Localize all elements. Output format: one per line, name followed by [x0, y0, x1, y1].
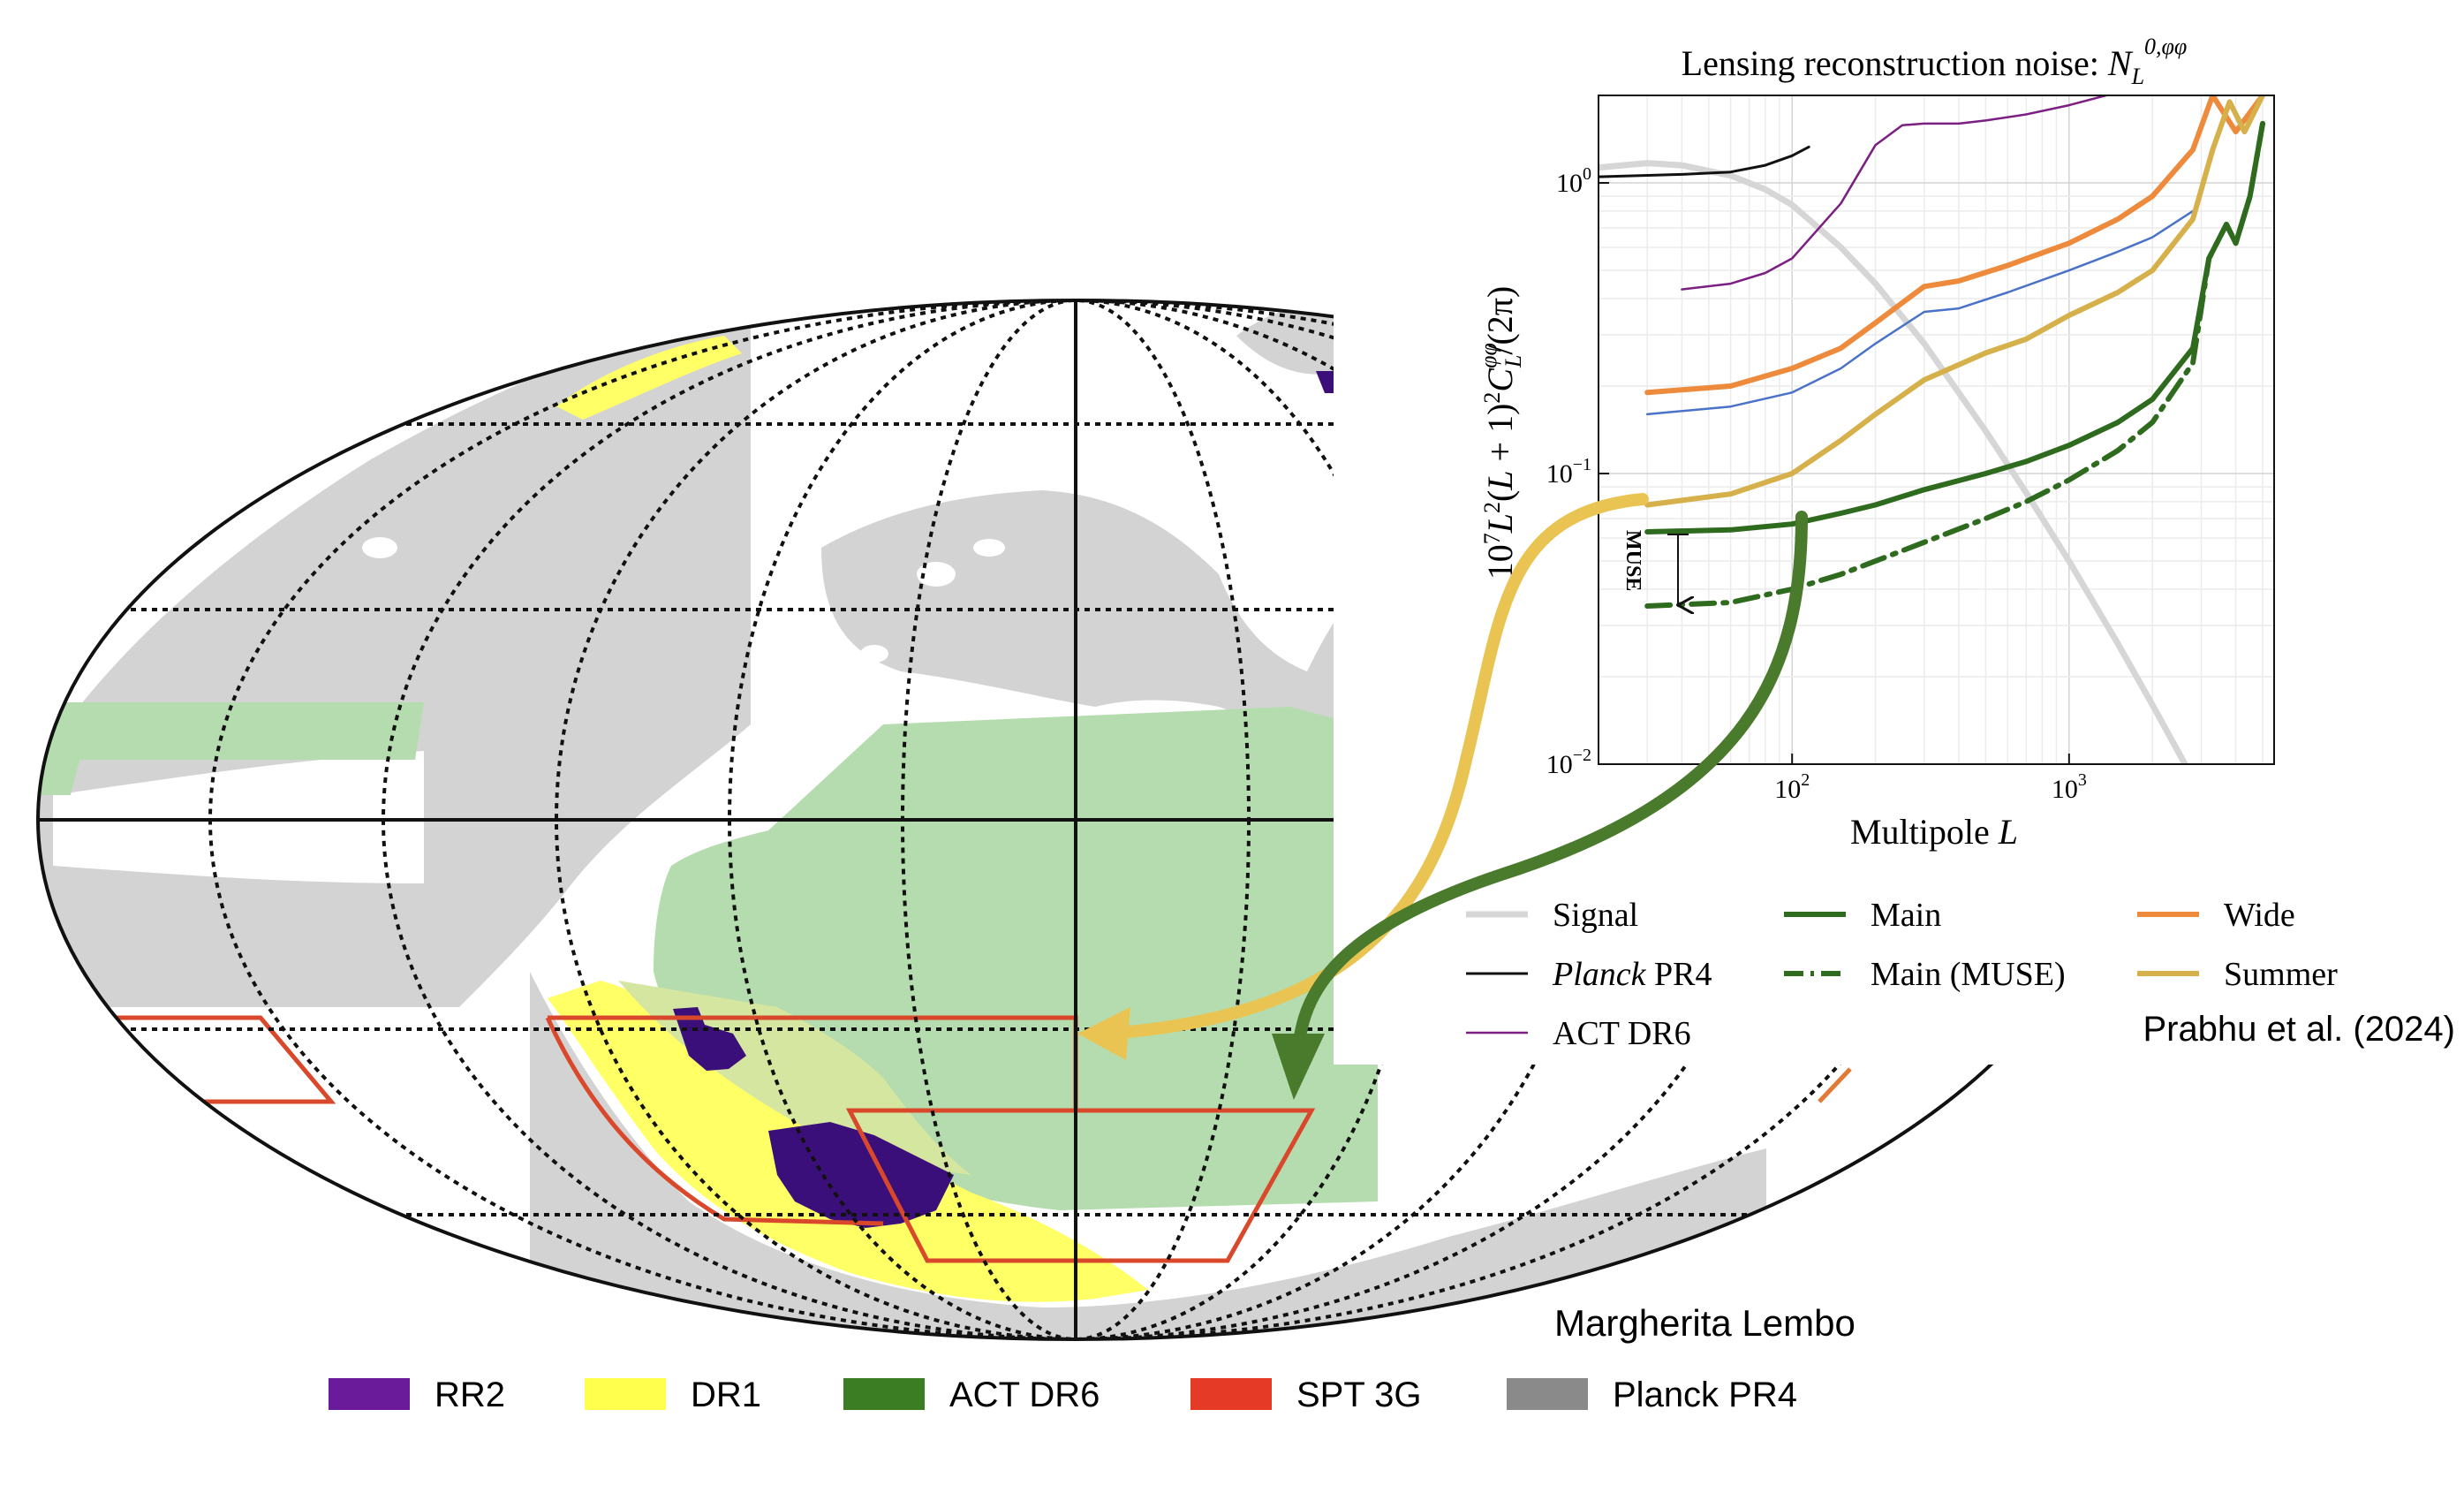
- main-connector-arrow: [1292, 511, 1808, 1066]
- summer-arrow-head: [1077, 1007, 1130, 1060]
- legend-label-actdr6: ACT DR6: [1553, 1015, 1691, 1052]
- map-legend-swatch: [1507, 1378, 1588, 1410]
- legend-label-muse: Main (MUSE): [1871, 956, 2066, 993]
- muse-annotation: MUSE: [1621, 530, 1644, 591]
- map-legend-swatch: [1190, 1378, 1272, 1410]
- map-legend: RR2 DR1 ACT DR6 SPT 3G Planck PR4: [329, 1376, 1797, 1414]
- map-credit: Margherita Lembo: [1554, 1302, 1856, 1344]
- y-tick-label: 100: [1556, 164, 1591, 198]
- map-legend-swatch: [329, 1378, 410, 1410]
- map-legend-label: Planck PR4: [1613, 1376, 1797, 1414]
- series-line-planck: [1599, 145, 1810, 178]
- x-tick-label: 103: [2052, 770, 2087, 804]
- planck-mask-holes: [53, 537, 1005, 883]
- series-line-summer: [1644, 95, 2265, 508]
- source-credit: Prabhu et al. (2024): [2143, 1010, 2455, 1049]
- map-legend-label: SPT 3G: [1296, 1376, 1422, 1414]
- lensing-noise-chart: Lensing reconstruction noise: NL0,φφ 102…: [1476, 34, 2275, 852]
- series-line-wide: [1644, 95, 2265, 396]
- series-line-muse: [1644, 120, 2265, 609]
- map-legend-label: ACT DR6: [949, 1376, 1100, 1414]
- legend-label-wide: Wide: [2224, 897, 2295, 934]
- map-legend-label: RR2: [435, 1376, 505, 1414]
- plot-frame: [1598, 95, 2275, 765]
- y-tick-label: 10−2: [1546, 746, 1591, 779]
- y-tick-label: 10−1: [1546, 455, 1591, 489]
- dr1-north-region: [556, 336, 742, 420]
- chart-ticks: 102 103 10−2 10−1 100: [1546, 164, 2087, 804]
- x-axis-label: Multipole L: [1850, 812, 2018, 852]
- map-legend-swatch: [843, 1378, 925, 1410]
- map-legend-swatch: [585, 1378, 666, 1410]
- x-tick-label: 102: [1774, 770, 1810, 804]
- chart-legend: Signal Planck PR4 ACT DR6 Main Main (MUSE) Wi…: [1466, 897, 2338, 1052]
- y-axis-label: 107L2(L + 1)2CφφL/(2π): [1476, 286, 1526, 580]
- main-arrow-head: [1272, 1034, 1325, 1100]
- legend-label-summer: Summer: [2224, 956, 2338, 993]
- legend-label-planck: Planck PR4: [1552, 956, 1712, 993]
- series-line-actdr6: [1681, 95, 2111, 291]
- summer-connector-arrow: [1102, 493, 1649, 1040]
- legend-label-main: Main: [1871, 897, 1941, 934]
- inset-panel: [1334, 27, 2464, 1065]
- chart-title: Lensing reconstruction noise: NL0,φφ: [1682, 34, 2188, 89]
- chart-series: [1599, 95, 2265, 764]
- legend-label-signal: Signal: [1553, 897, 1638, 934]
- rr2-patches: [673, 371, 1342, 1228]
- series-line-blue: [1645, 209, 2195, 416]
- map-legend-label: DR1: [691, 1376, 761, 1414]
- wide-outline: [1818, 1067, 1852, 1103]
- series-line-signal: [1599, 160, 2189, 764]
